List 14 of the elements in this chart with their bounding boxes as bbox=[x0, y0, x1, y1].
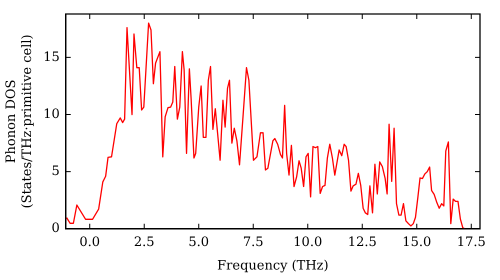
y-axis-title: Phonon DOS (States/THz·primitive cell) bbox=[4, 34, 35, 208]
x-tick-label: 7.5 bbox=[242, 234, 264, 250]
x-tick-label: 0.0 bbox=[79, 234, 100, 250]
x-tick-label: 10.0 bbox=[293, 234, 322, 250]
x-tick-label: 2.5 bbox=[134, 234, 155, 250]
x-tick-label: 12.5 bbox=[348, 234, 377, 250]
x-axis-title: Frequency (THz) bbox=[217, 258, 329, 274]
y-tick-label: 10 bbox=[43, 106, 60, 122]
y-tick-label: 0 bbox=[51, 221, 60, 236]
x-tick-label: 17.5 bbox=[456, 234, 486, 250]
y-tick-label: 5 bbox=[51, 164, 60, 180]
y-tick-label: 15 bbox=[43, 50, 60, 65]
x-tick-label: 5.0 bbox=[188, 234, 210, 250]
x-tick-label: 15.0 bbox=[402, 234, 432, 250]
